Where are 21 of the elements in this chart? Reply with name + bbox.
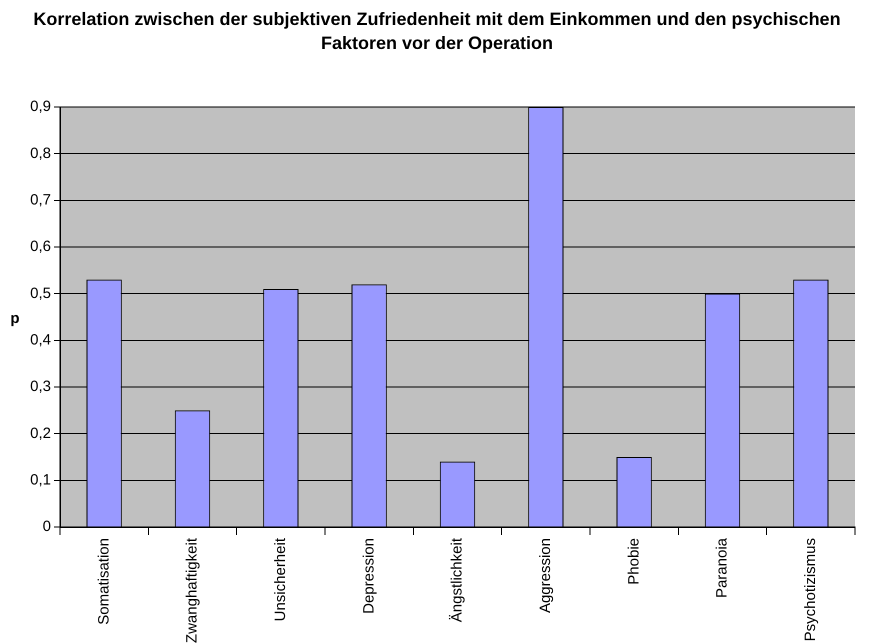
x-tick-label: Ängstlichkeit <box>448 537 466 622</box>
y-tick-label: 0,1 <box>30 471 51 488</box>
x-tick-label: Paranoia <box>714 537 731 598</box>
y-tick-label: 0,8 <box>30 144 51 162</box>
y-tick-label: 0,7 <box>30 191 51 208</box>
y-tick-label: 0,6 <box>30 238 51 256</box>
y-axis-title: p <box>10 310 20 328</box>
x-tick-label: Depression <box>360 538 378 614</box>
x-tick-label: Zwanghaftigkeit <box>184 537 201 643</box>
y-tick-label: 0,2 <box>30 424 51 442</box>
x-tick-label: Psychotizismus <box>802 538 819 642</box>
y-tick-label: 0,4 <box>30 331 51 348</box>
x-tick-label: Phobie <box>625 538 642 585</box>
y-tick-label: 0,5 <box>30 284 51 302</box>
x-tick-label: Aggression <box>536 538 554 614</box>
x-tick-label: Somatisation <box>95 538 112 625</box>
y-tick-label: 0 <box>42 518 51 536</box>
y-tick-label: 0,3 <box>30 378 51 396</box>
y-tick-label: 0,9 <box>30 98 51 116</box>
x-tick-label: Unsicherheit <box>272 537 289 622</box>
chart-title: Korrelation zwischen der subjektiven Zufriedenheit mit dem Einkommen und den psychischen Faktoren vor der Operation <box>32 8 842 55</box>
